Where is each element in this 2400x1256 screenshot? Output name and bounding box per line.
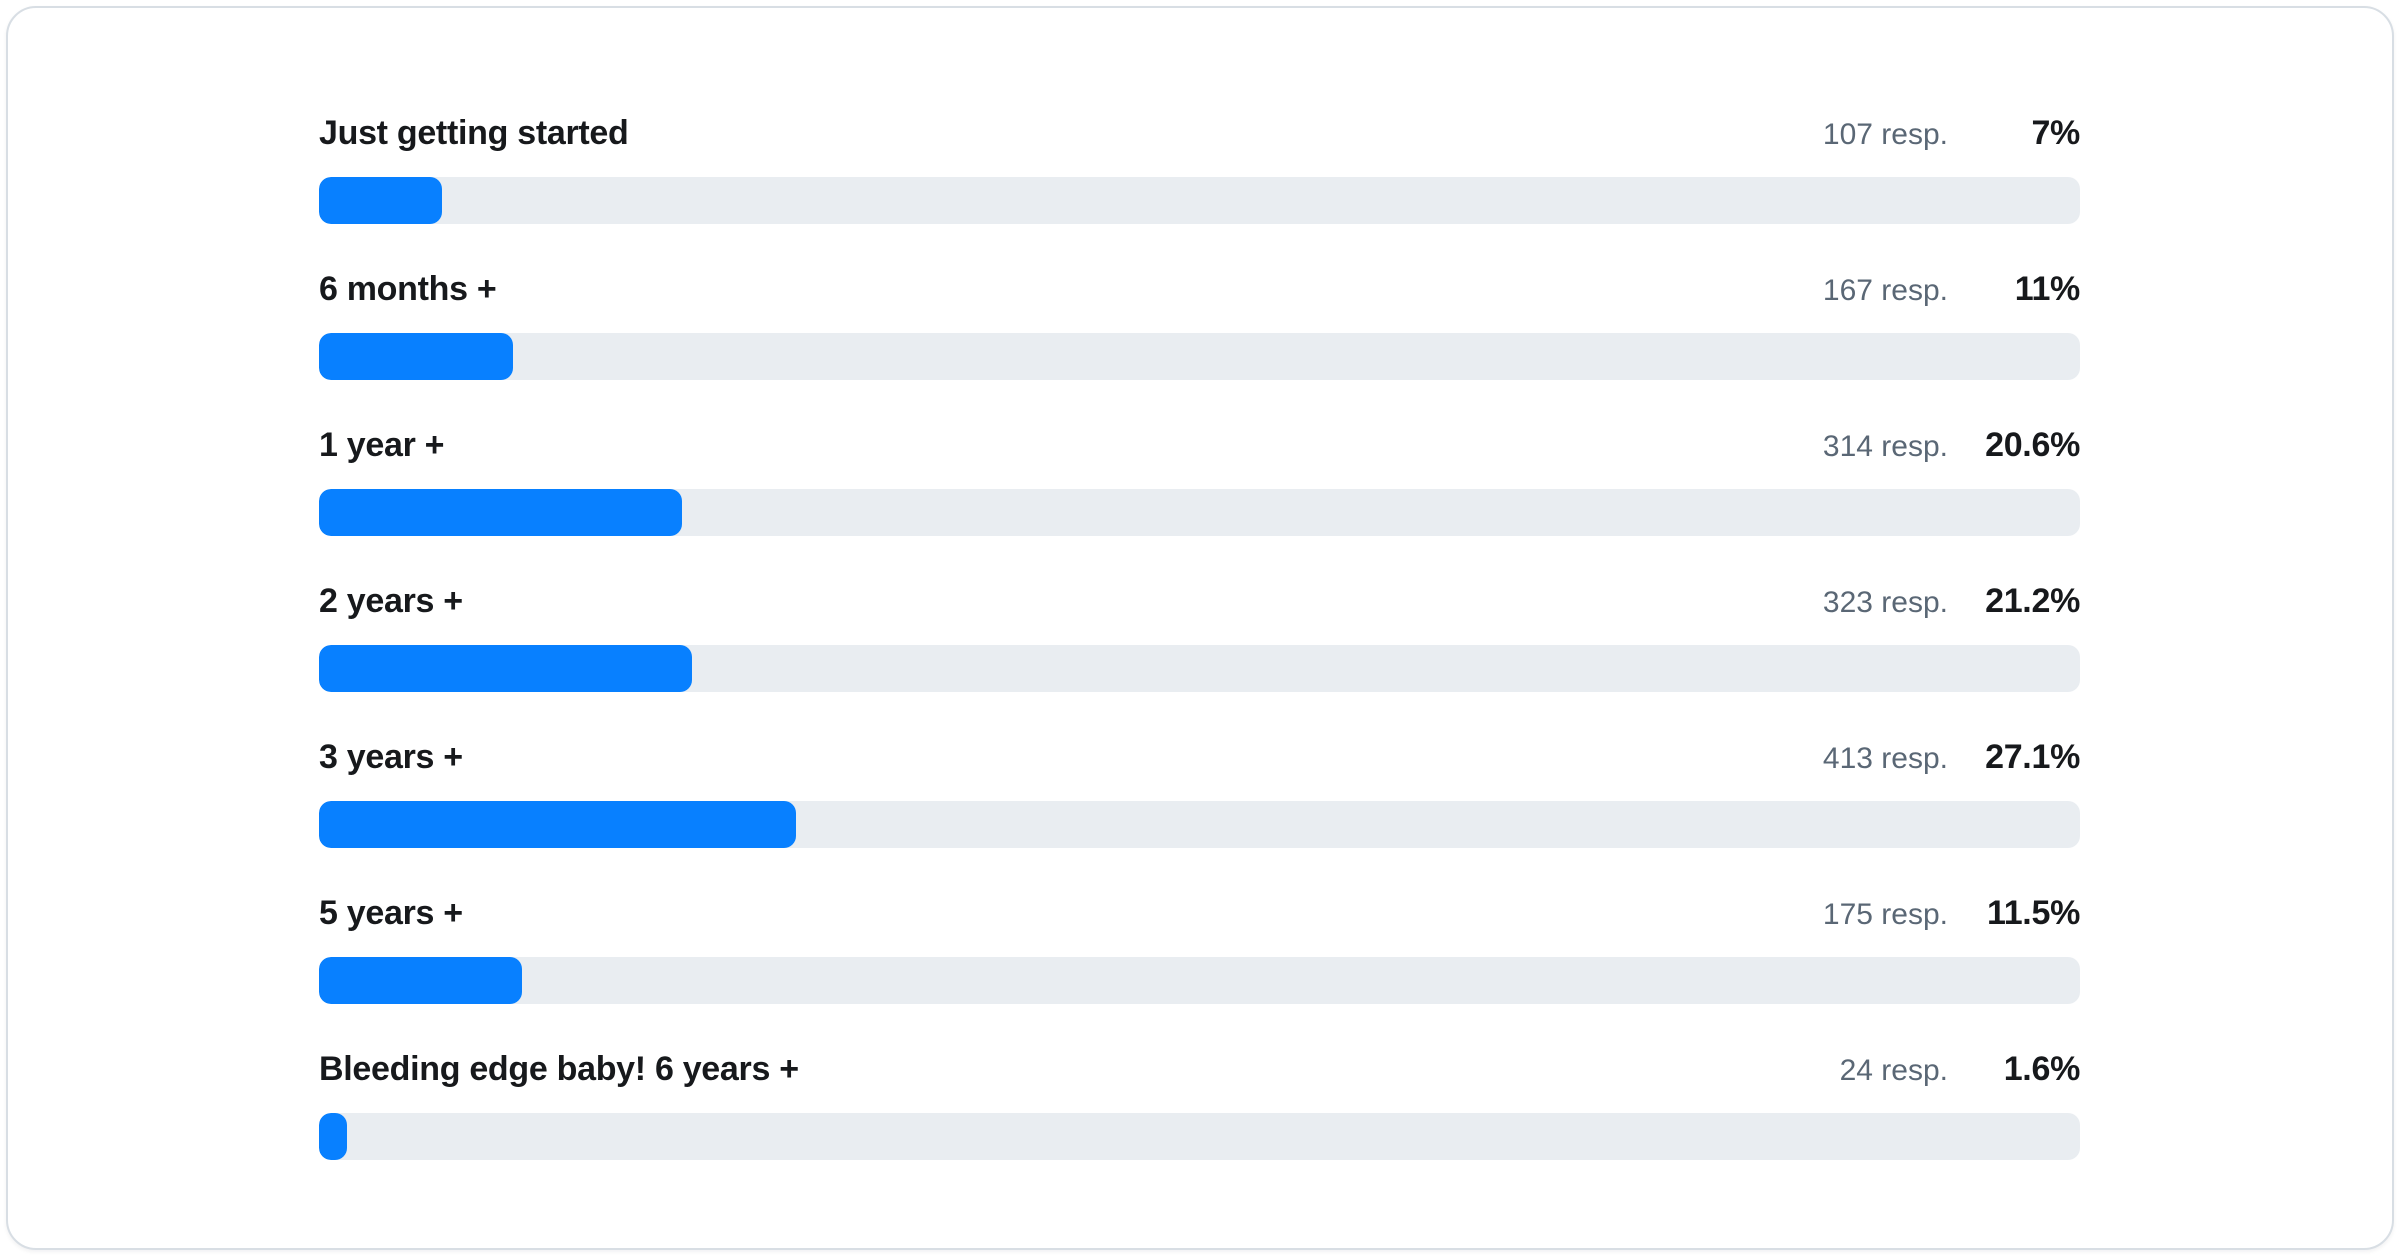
bar-track	[319, 489, 2080, 536]
row-meta: 323 resp. 21.2%	[1823, 577, 2080, 627]
row-meta: 314 resp. 20.6%	[1823, 421, 2080, 471]
percentage-value: 7%	[2031, 114, 2080, 152]
bar-track	[319, 801, 2080, 848]
row-meta: 175 resp. 11.5%	[1823, 889, 2080, 939]
row-meta: 167 resp. 11%	[1823, 265, 2080, 315]
percentage-value: 20.6%	[1985, 426, 2080, 464]
row-header: Bleeding edge baby! 6 years + 24 resp. 1…	[319, 1045, 2080, 1093]
row-header: 6 months + 167 resp. 11%	[319, 265, 2080, 313]
bar-fill	[319, 801, 797, 848]
percentage-value: 27.1%	[1985, 738, 2080, 776]
row-meta: 24 resp. 1.6%	[1839, 1045, 2081, 1095]
option-label: 2 years +	[319, 582, 463, 620]
option-label: 1 year +	[319, 426, 445, 464]
poll-row: Just getting started 107 resp. 7%	[319, 109, 2080, 224]
row-header: 2 years + 323 resp. 21.2%	[319, 577, 2080, 625]
bar-track	[319, 177, 2080, 224]
bar-fill	[319, 645, 693, 692]
percentage-value: 21.2%	[1985, 582, 2080, 620]
response-count: 314 resp.	[1822, 430, 1948, 463]
poll-row: 5 years + 175 resp. 11.5%	[319, 889, 2080, 1004]
bar-track	[319, 1113, 2080, 1160]
bar-fill	[319, 177, 443, 224]
option-label: 5 years +	[319, 894, 463, 932]
row-header: 3 years + 413 resp. 27.1%	[319, 733, 2080, 781]
row-header: 1 year + 314 resp. 20.6%	[319, 421, 2080, 469]
percentage-value: 11.5%	[1986, 894, 2080, 932]
response-count: 413 resp.	[1822, 742, 1948, 775]
bar-track	[319, 957, 2080, 1004]
response-count: 323 resp.	[1822, 586, 1948, 619]
percentage-value: 1.6%	[2003, 1050, 2081, 1088]
bar-fill	[319, 957, 522, 1004]
option-label: 6 months +	[319, 270, 497, 308]
response-count: 24 resp.	[1839, 1054, 1948, 1087]
bar-fill	[319, 333, 513, 380]
row-meta: 107 resp. 7%	[1823, 109, 2080, 159]
poll-row: 2 years + 323 resp. 21.2%	[319, 577, 2080, 692]
percentage-value: 11%	[2014, 270, 2081, 308]
option-label: Bleeding edge baby! 6 years +	[319, 1050, 799, 1088]
poll-row: 1 year + 314 resp. 20.6%	[319, 421, 2080, 536]
response-count: 167 resp.	[1822, 274, 1948, 307]
row-header: Just getting started 107 resp. 7%	[319, 109, 2080, 157]
option-label: Just getting started	[319, 114, 629, 152]
survey-results-card: Just getting started 107 resp. 7% 6 mont…	[6, 6, 2394, 1250]
poll-row: 6 months + 167 resp. 11%	[319, 265, 2080, 380]
poll-row: Bleeding edge baby! 6 years + 24 resp. 1…	[319, 1045, 2080, 1160]
poll-row: 3 years + 413 resp. 27.1%	[319, 733, 2080, 848]
bar-track	[319, 333, 2080, 380]
row-meta: 413 resp. 27.1%	[1823, 733, 2080, 783]
response-count: 107 resp.	[1822, 118, 1948, 151]
response-count: 175 resp.	[1822, 898, 1948, 931]
row-header: 5 years + 175 resp. 11.5%	[319, 889, 2080, 937]
option-label: 3 years +	[319, 738, 463, 776]
bar-track	[319, 645, 2080, 692]
bar-fill	[319, 1113, 348, 1160]
bar-fill	[319, 489, 682, 536]
